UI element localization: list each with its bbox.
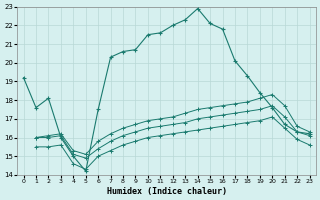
X-axis label: Humidex (Indice chaleur): Humidex (Indice chaleur) — [107, 187, 227, 196]
